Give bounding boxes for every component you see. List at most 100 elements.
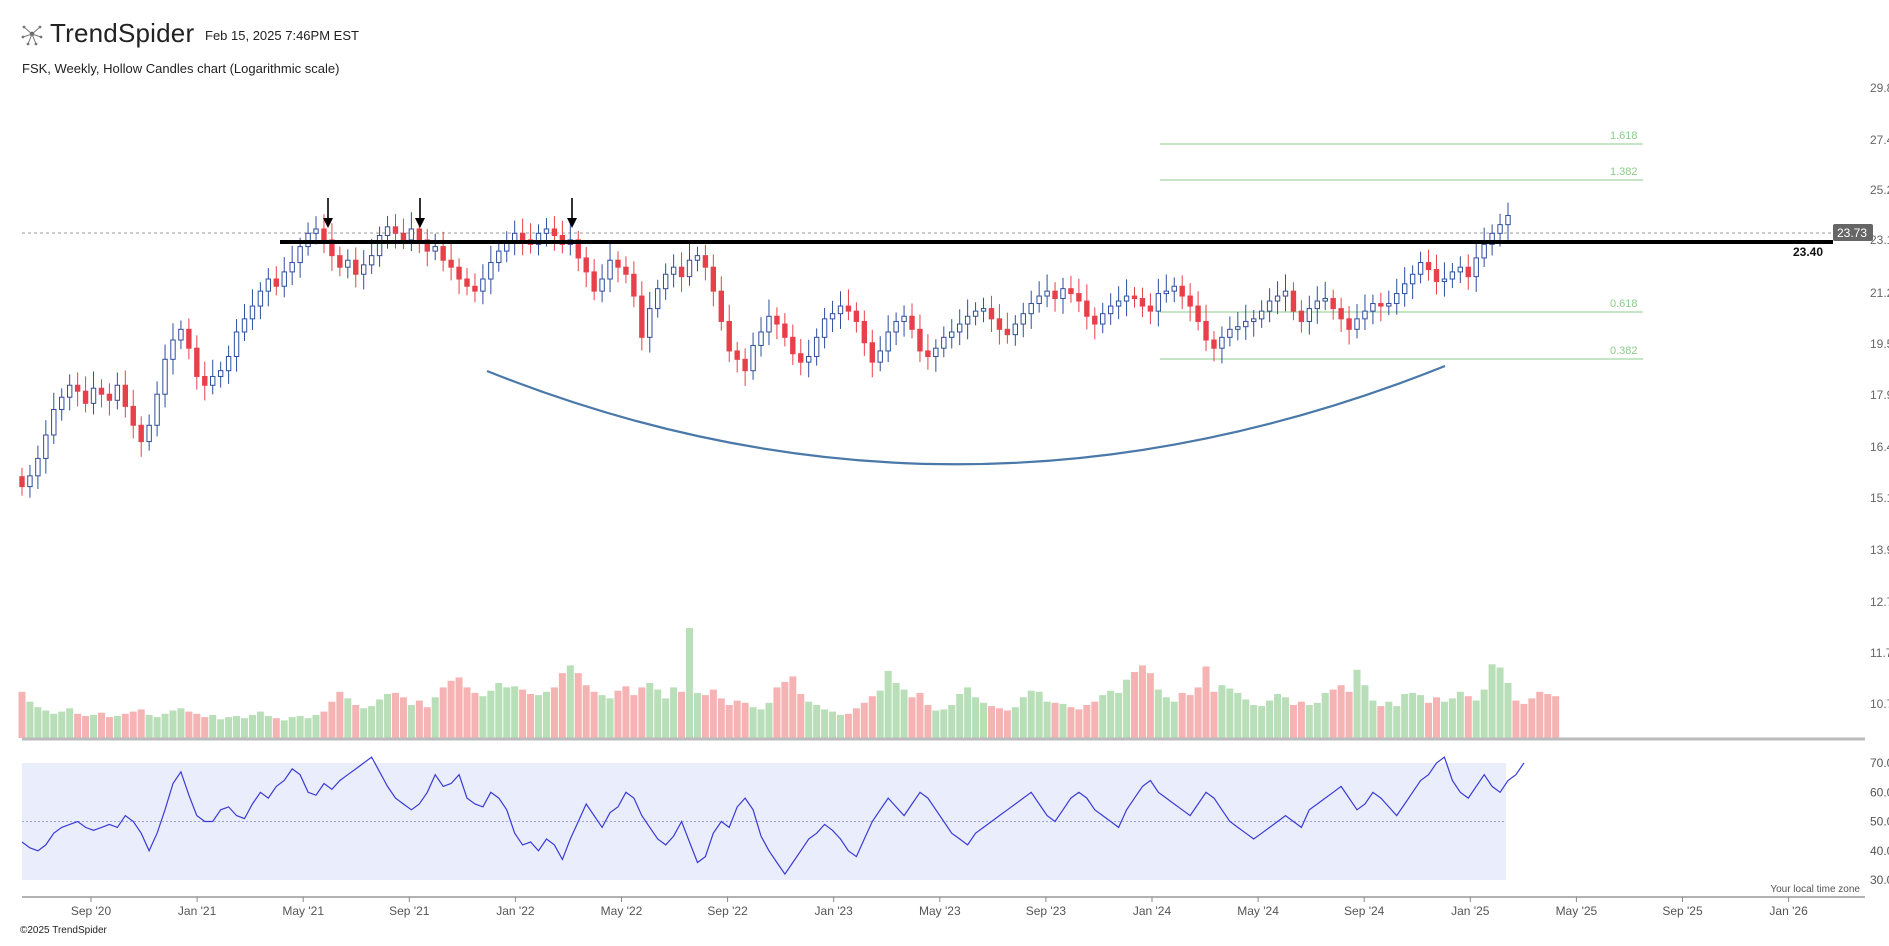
candle-up — [1497, 224, 1503, 234]
candle-down — [392, 226, 399, 234]
rsi-line — [21, 756, 1525, 876]
candle-up — [1449, 271, 1456, 280]
volume-bar — [1520, 703, 1528, 738]
volume-bar — [312, 714, 320, 738]
volume-bar — [1504, 683, 1512, 738]
candle-down — [1076, 293, 1082, 302]
volume-bar — [805, 701, 813, 738]
candle-up — [1409, 273, 1416, 285]
price-candles — [19, 202, 1511, 498]
candle-up — [305, 232, 311, 248]
candle-up — [949, 331, 955, 338]
candle-down — [1187, 295, 1193, 307]
volume-bar — [1218, 685, 1226, 738]
volume-bar — [1480, 689, 1488, 738]
x-axis-label: Sep '22 — [707, 904, 748, 918]
volume-bar — [320, 711, 328, 738]
volume-bar — [1242, 699, 1250, 738]
volume-bar — [1011, 707, 1019, 738]
volume-bar — [558, 673, 566, 738]
candle-up — [368, 255, 375, 266]
candle-up — [480, 278, 486, 292]
volume-bar — [654, 689, 662, 738]
candle-down — [782, 323, 788, 338]
fib-label: 0.618 — [1610, 298, 1638, 310]
last-price-badge — [1833, 224, 1873, 241]
volume-bar — [1154, 689, 1162, 738]
x-axis-label: Sep '23 — [1026, 904, 1067, 918]
volume-bar — [670, 687, 678, 738]
candle-down — [726, 320, 732, 352]
volume-bar — [836, 714, 844, 738]
volume-bar — [407, 705, 415, 738]
volume-bar — [113, 716, 121, 738]
x-axis-label: Jan '25 — [1451, 904, 1490, 918]
volume-bar — [368, 706, 376, 738]
candle-down — [925, 350, 931, 358]
candle-down — [1052, 290, 1058, 300]
volume-bar — [1472, 700, 1480, 738]
candle-down — [1378, 303, 1384, 307]
volume-bar — [757, 709, 765, 738]
volume-bar — [153, 717, 161, 738]
candle-up — [90, 387, 97, 404]
candle-up — [249, 305, 256, 320]
volume-bar — [995, 708, 1003, 738]
volume-bar — [1281, 697, 1289, 738]
candle-up — [27, 475, 33, 488]
candle-up — [821, 318, 828, 338]
volume-bar — [646, 683, 654, 738]
volume-bar — [789, 676, 797, 738]
volume-bar — [1234, 692, 1242, 738]
volume-bars — [18, 628, 1865, 741]
volume-bar — [1432, 697, 1440, 738]
candle-down — [464, 278, 470, 287]
candle-up — [1227, 328, 1233, 338]
rsi-axis-label: 60.00 — [1870, 785, 1889, 799]
candle-up — [384, 226, 391, 237]
candle-up — [1401, 283, 1408, 295]
volume-bar — [328, 701, 336, 738]
volume-bar — [1250, 705, 1258, 738]
volume-bar — [972, 697, 980, 738]
volume-bar — [1369, 700, 1377, 738]
volume-bar — [1528, 698, 1536, 738]
candle-up — [980, 308, 987, 312]
candle-up — [655, 288, 661, 310]
volume-bar — [821, 709, 829, 738]
candle-down — [424, 239, 430, 252]
volume-bar — [225, 717, 233, 738]
candle-down — [1211, 339, 1217, 349]
volume-bar — [630, 695, 638, 738]
candle-down — [456, 266, 462, 280]
candle-up — [210, 375, 216, 386]
candle-down — [130, 405, 136, 426]
volume-bar — [1067, 707, 1075, 738]
price-axis-label: 27.44 — [1870, 133, 1889, 147]
brand-name: TrendSpider — [50, 18, 195, 48]
volume-bar — [1274, 694, 1282, 738]
volume-bar — [1536, 691, 1544, 738]
candle-up — [1417, 262, 1424, 275]
timezone-note: Your local time zone — [1770, 884, 1860, 895]
volume-bar — [1186, 695, 1194, 738]
candle-down — [615, 259, 621, 268]
candle-down — [774, 315, 780, 325]
volume-bar — [18, 691, 26, 738]
volume-bar — [129, 711, 137, 738]
candle-down — [448, 259, 454, 268]
volume-bar — [1496, 667, 1504, 738]
candle-down — [559, 235, 566, 245]
price-axis-label: 13.92 — [1870, 543, 1889, 557]
volume-bar — [948, 705, 956, 738]
volume-bar — [566, 665, 574, 738]
volume-bar — [781, 681, 789, 738]
candle-down — [353, 259, 359, 275]
price-axis-label: 16.49 — [1870, 440, 1889, 454]
price-axis-label: 10.79 — [1870, 697, 1889, 711]
volume-bar — [1170, 701, 1178, 738]
volume-bar — [1417, 695, 1425, 738]
volume-bar — [1361, 685, 1369, 738]
volume-bar — [352, 705, 360, 738]
